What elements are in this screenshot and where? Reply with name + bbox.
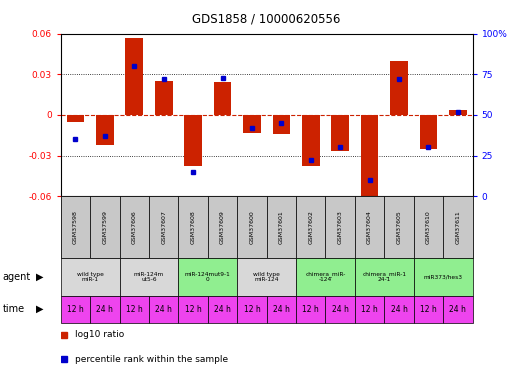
Text: miR373/hes3: miR373/hes3 [423,274,463,279]
Text: 24 h: 24 h [391,304,408,313]
Text: GSM37609: GSM37609 [220,210,225,244]
Bar [149,296,178,322]
Bar [178,196,208,258]
Text: 24 h: 24 h [214,304,231,313]
Bar [119,296,149,322]
Bar [361,115,379,199]
Text: miR-124m
ut5-6: miR-124m ut5-6 [134,272,164,282]
Text: GSM37598: GSM37598 [73,210,78,244]
Text: GSM37599: GSM37599 [102,210,107,244]
Text: ▶: ▶ [36,272,43,282]
Bar [355,258,414,296]
Bar [96,115,114,145]
Bar [208,296,237,322]
Text: chimera_miR-1
24-1: chimera_miR-1 24-1 [362,271,407,282]
Text: miR-124mut9-1
0: miR-124mut9-1 0 [185,272,231,282]
Bar [61,196,90,258]
Bar [237,296,267,322]
Bar [155,81,173,115]
Text: 12 h: 12 h [303,304,319,313]
Bar [90,196,119,258]
Text: ▶: ▶ [36,304,43,314]
Bar [302,115,319,166]
Bar [267,196,296,258]
Bar [332,115,349,152]
Text: GSM37600: GSM37600 [249,210,254,244]
Text: GSM37603: GSM37603 [338,210,343,244]
Text: agent: agent [3,272,31,282]
Bar [61,296,90,322]
Bar [414,196,443,258]
Bar [272,115,290,134]
Bar [184,115,202,166]
Bar [384,196,414,258]
Bar [214,82,231,115]
Bar [126,38,143,115]
Bar [119,196,149,258]
Bar [61,258,119,296]
Text: GSM37601: GSM37601 [279,210,284,244]
Bar [90,296,119,322]
Bar [449,110,467,115]
Bar [296,196,325,258]
Text: percentile rank within the sample: percentile rank within the sample [75,355,228,364]
Text: 12 h: 12 h [361,304,378,313]
Text: 12 h: 12 h [420,304,437,313]
Text: GSM37602: GSM37602 [308,210,313,244]
Bar [208,196,237,258]
Bar [296,296,325,322]
Bar [243,115,261,132]
Bar [325,196,355,258]
Bar [237,258,296,296]
Bar [443,196,473,258]
Text: GSM37604: GSM37604 [367,210,372,244]
Bar [390,61,408,115]
Bar [296,258,355,296]
Bar [325,296,355,322]
Bar [443,296,473,322]
Text: GDS1858 / 10000620556: GDS1858 / 10000620556 [192,12,341,25]
Bar [67,115,84,122]
Text: chimera_miR-
-124: chimera_miR- -124 [305,271,346,282]
Text: 12 h: 12 h [67,304,84,313]
Text: 12 h: 12 h [185,304,202,313]
Text: 24 h: 24 h [332,304,348,313]
Text: GSM37607: GSM37607 [161,210,166,244]
Bar [267,296,296,322]
Text: wild type
miR-124: wild type miR-124 [253,272,280,282]
Text: GSM37611: GSM37611 [455,210,460,244]
Bar [414,258,473,296]
Text: GSM37610: GSM37610 [426,210,431,244]
Text: 24 h: 24 h [155,304,172,313]
Text: 24 h: 24 h [97,304,114,313]
Bar [178,258,237,296]
Bar [355,196,384,258]
Text: log10 ratio: log10 ratio [75,330,125,339]
Bar [178,296,208,322]
Bar [119,258,178,296]
Text: GSM37608: GSM37608 [191,210,195,244]
Text: GSM37606: GSM37606 [132,210,137,244]
Bar [420,115,437,149]
Text: 12 h: 12 h [126,304,143,313]
Bar [355,296,384,322]
Text: 24 h: 24 h [449,304,466,313]
Bar [414,296,443,322]
Text: 24 h: 24 h [273,304,290,313]
Text: GSM37605: GSM37605 [397,210,401,244]
Text: time: time [3,304,25,314]
Bar [384,296,414,322]
Text: 12 h: 12 h [243,304,260,313]
Text: wild type
miR-1: wild type miR-1 [77,272,103,282]
Bar [237,196,267,258]
Bar [149,196,178,258]
